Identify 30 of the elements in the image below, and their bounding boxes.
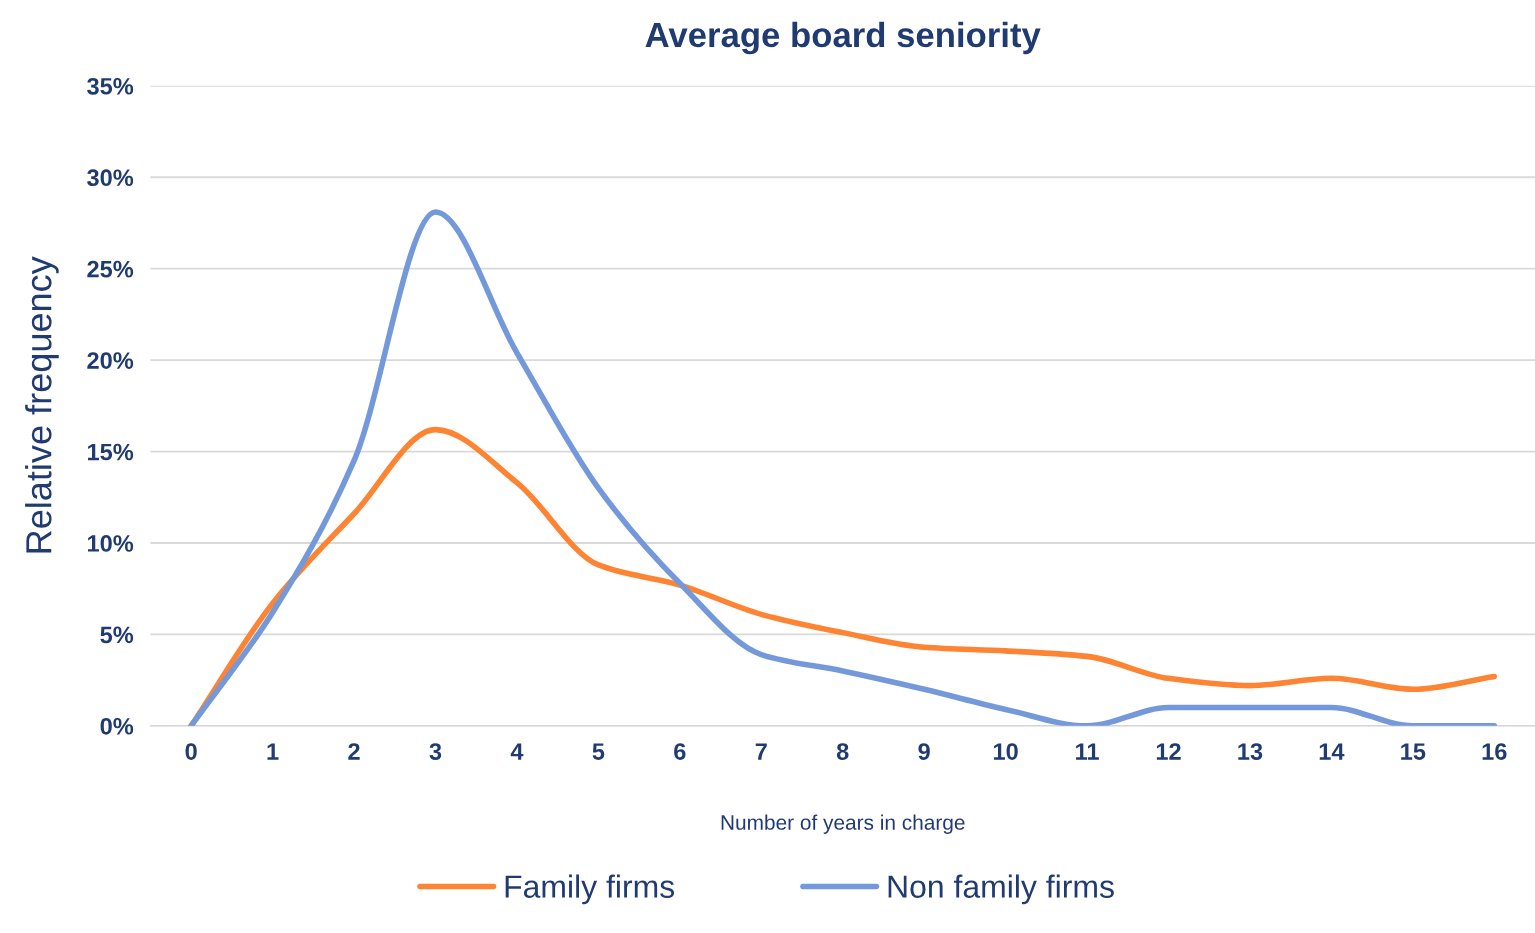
x-tick-label: 13 [1238, 743, 1263, 760]
y-tick-label: 20% [87, 352, 134, 369]
x-tick-label: 11 [1076, 743, 1099, 760]
legend-label: Non family firms [888, 874, 1114, 905]
x-tick-label: 0 [185, 743, 197, 760]
x-tick-label: 15 [1401, 743, 1426, 760]
x-tick-label: 1 [267, 743, 279, 760]
x-axis-title: Number of years in charge [721, 814, 965, 834]
x-tick-label: 6 [674, 743, 686, 760]
y-tick-label: 25% [87, 260, 134, 278]
y-tick-label: 30% [87, 169, 134, 187]
y-tick-label: 10% [87, 535, 134, 552]
y-tick-label: 0% [100, 717, 134, 735]
y-tick-label: 15% [87, 443, 134, 461]
chart-title: Average board seniority [645, 21, 1041, 55]
y-axis-title: Relative frequency [25, 256, 59, 553]
x-tick-label: 14 [1319, 743, 1345, 760]
x-tick-label: 10 [993, 743, 1018, 760]
x-tick-label: 5 [592, 743, 605, 760]
x-tick-label: 2 [348, 743, 360, 760]
x-tick-label: 3 [429, 743, 442, 760]
y-tick-label: 5% [100, 626, 134, 644]
x-tick-label: 16 [1482, 743, 1507, 760]
x-tick-label: 8 [836, 743, 849, 760]
x-tick-label: 4 [510, 743, 524, 760]
x-tick-label: 9 [918, 743, 930, 760]
legend-label: Family firms [505, 874, 675, 905]
x-tick-label: 7 [755, 743, 767, 760]
x-tick-label: 12 [1156, 743, 1181, 760]
y-tick-label: 35% [87, 77, 134, 95]
